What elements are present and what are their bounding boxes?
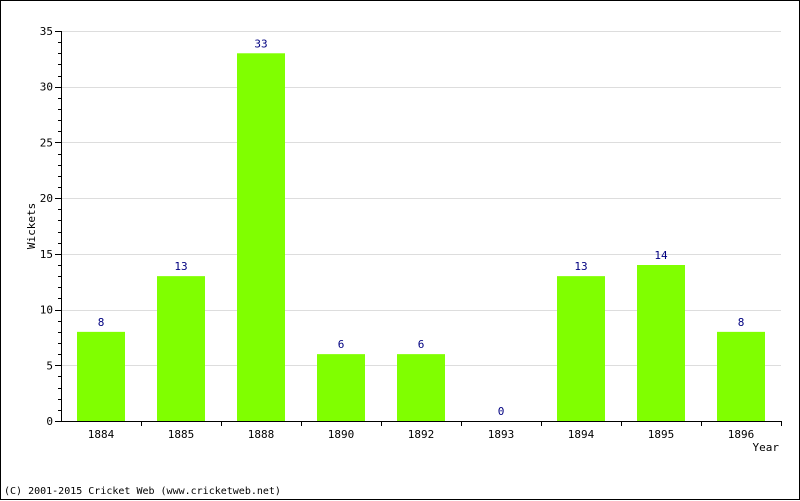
y-tick-label: 5	[46, 359, 53, 372]
data-label: 14	[654, 249, 668, 262]
x-tick-label: 1892	[408, 428, 435, 441]
data-label: 6	[418, 338, 425, 351]
bar	[717, 331, 765, 421]
bar	[397, 354, 445, 421]
y-axis-title: Wickets	[25, 203, 38, 249]
copyright-text: (C) 2001-2015 Cricket Web (www.cricketwe…	[4, 486, 281, 497]
x-tick-label: 1893	[488, 428, 515, 441]
x-tick-label: 1890	[328, 428, 355, 441]
y-tick-label: 0	[46, 415, 53, 428]
y-tick-label: 35	[40, 25, 53, 38]
x-tick-label: 1896	[728, 428, 755, 441]
data-label: 8	[98, 316, 105, 329]
bar	[77, 331, 125, 421]
x-tick-label: 1888	[248, 428, 275, 441]
data-label: 8	[738, 316, 745, 329]
y-tick-label: 20	[40, 192, 53, 205]
bar	[237, 53, 285, 422]
data-label: 13	[174, 260, 187, 273]
x-axis-title: Year	[753, 441, 780, 454]
y-tick-label: 25	[40, 136, 53, 149]
y-tick-label: 15	[40, 248, 53, 261]
x-tick-label: 1895	[648, 428, 675, 441]
y-tick-label: 10	[40, 304, 53, 317]
x-tick-label: 1894	[568, 428, 595, 441]
data-label: 13	[574, 260, 587, 273]
bar	[637, 265, 685, 421]
y-tick-label: 30	[40, 81, 53, 94]
data-label: 33	[254, 37, 267, 50]
x-tick-label: 1885	[168, 428, 195, 441]
x-tick-label: 1884	[88, 428, 115, 441]
data-label: 0	[498, 405, 505, 418]
bar	[557, 276, 605, 421]
data-label: 6	[338, 338, 345, 351]
bar	[317, 354, 365, 421]
bar	[157, 276, 205, 421]
